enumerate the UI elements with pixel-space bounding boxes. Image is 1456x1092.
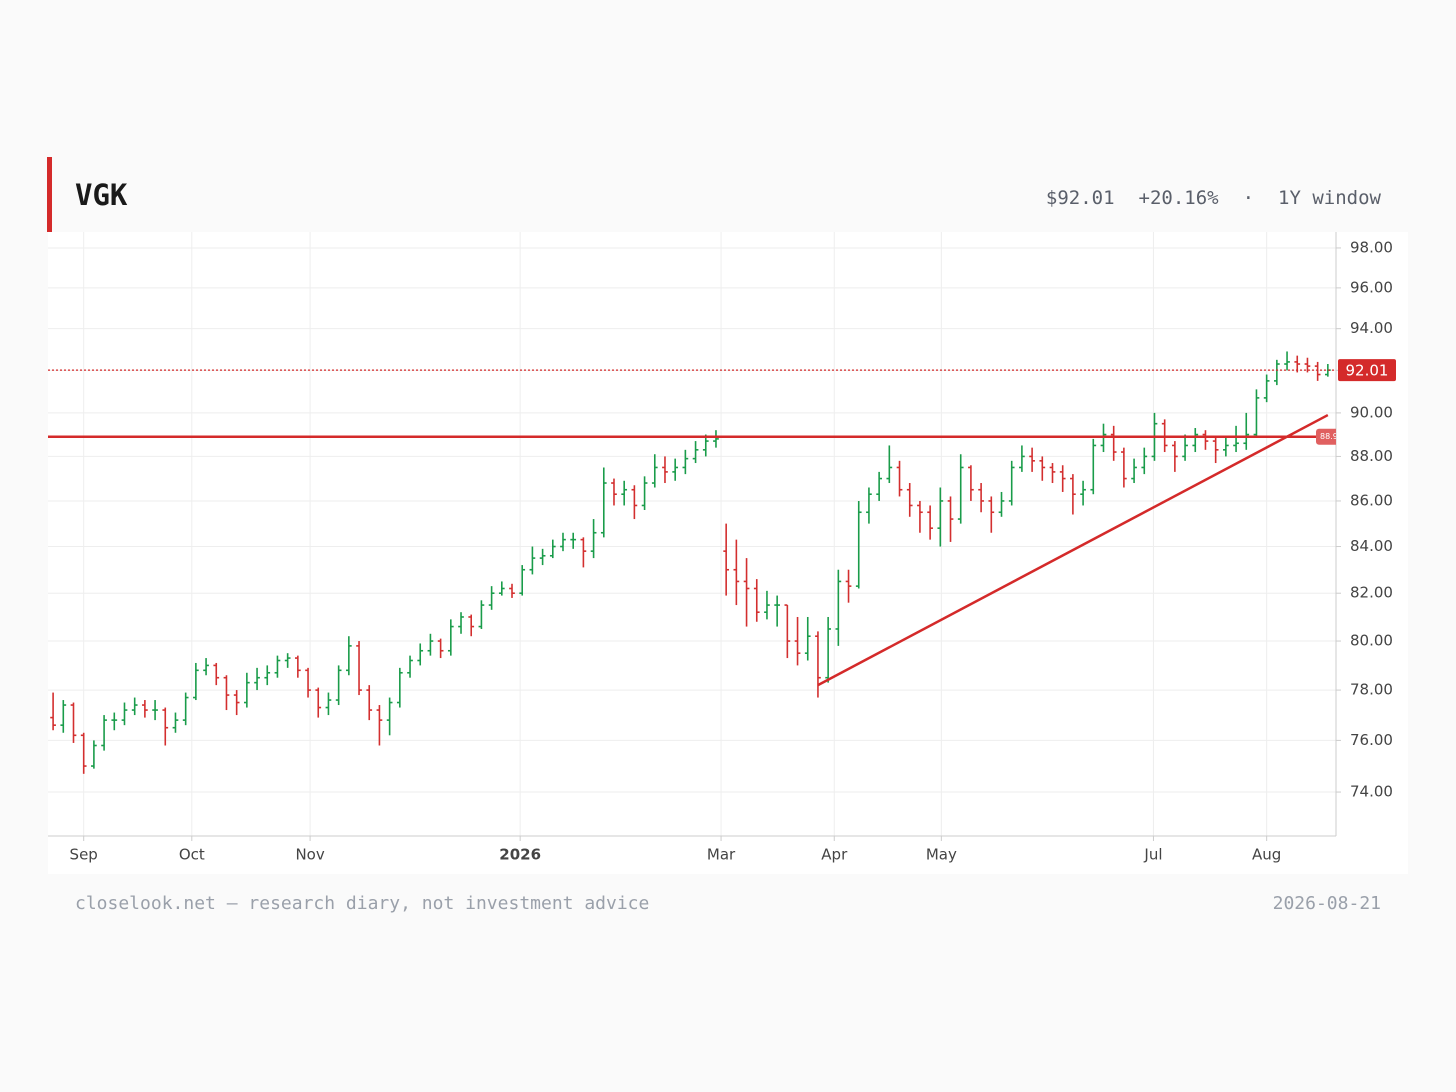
price: $92.01 xyxy=(1046,187,1115,209)
y-tick-label: 78.00 xyxy=(1350,681,1393,699)
trendline xyxy=(817,413,1329,687)
resistance-tag-box xyxy=(1316,428,1336,445)
last-price-label: 92.01 xyxy=(1346,362,1389,380)
chart-panel xyxy=(48,232,1408,874)
footer-date: 2026-08-21 xyxy=(1273,893,1381,914)
x-tick-label: 2026 xyxy=(499,846,541,864)
x-tick-label: Jul xyxy=(1143,846,1162,864)
resistance-tag: 88.9 xyxy=(1316,428,1338,445)
y-tick-label: 82.00 xyxy=(1350,584,1393,602)
footer-note: closelook.net — research diary, not inve… xyxy=(75,893,649,914)
header-stats: $92.01 +20.16% · 1Y window xyxy=(1046,187,1382,209)
x-tick-label: Sep xyxy=(70,846,98,864)
y-tick-label: 80.00 xyxy=(1350,632,1393,650)
y-tick-label: 96.00 xyxy=(1350,278,1393,296)
x-tick-label: May xyxy=(926,846,957,864)
y-tick-label: 94.00 xyxy=(1350,319,1393,337)
separator: · xyxy=(1243,187,1254,209)
y-tick-label: 98.00 xyxy=(1350,238,1393,256)
x-tick-label: Apr xyxy=(821,846,848,864)
x-tick-label: Nov xyxy=(295,846,324,864)
change: +20.16% xyxy=(1139,187,1220,209)
x-tick-label: Oct xyxy=(179,846,205,864)
ticker: VGK xyxy=(75,178,128,212)
y-tick-label: 86.00 xyxy=(1350,491,1393,509)
y-tick-label: 88.00 xyxy=(1350,447,1393,465)
x-tick-label: Aug xyxy=(1252,846,1281,864)
y-tick-label: 90.00 xyxy=(1350,403,1393,421)
accent-bar xyxy=(47,157,52,232)
y-tick-label: 74.00 xyxy=(1350,783,1393,801)
last-price-box xyxy=(1338,359,1396,382)
y-tick-label: 76.00 xyxy=(1350,731,1393,749)
y-tick-label: 84.00 xyxy=(1350,537,1393,555)
x-tick-label: Mar xyxy=(707,846,736,864)
window: 1Y window xyxy=(1278,187,1382,209)
resistance-tag-label: 88.9 xyxy=(1320,432,1338,441)
